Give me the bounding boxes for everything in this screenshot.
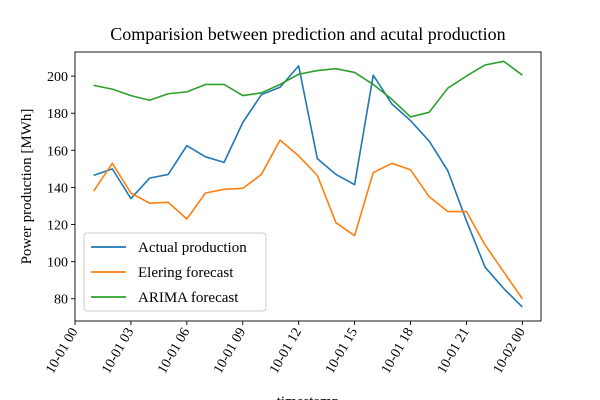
x-axis: 10-01 00 10-01 03 10-01 06 10-01 09 10-01 12… [43,321,529,377]
x-tick-label-7: 10-01 21 [435,326,473,377]
series-line-2 [93,60,523,118]
x-tick-label-0: 10-01 00 [43,326,81,377]
y-tick-label-5: 180 [47,107,68,122]
legend-label-1: Elering forecast [138,265,234,281]
y-axis-label: Power production [MWh] [19,109,35,265]
y-tick-label-4: 160 [47,144,68,159]
legend-box [83,232,267,312]
x-tick-label-5: 10-01 15 [323,326,361,377]
x-tick-label-4: 10-01 12 [267,326,305,377]
x-tick-label-6: 10-01 18 [379,326,417,377]
y-tick-label-0: 80 [54,293,68,308]
plot-frame [74,51,542,322]
x-tick-label-3: 10-01 09 [211,326,249,377]
y-tick-label-2: 120 [47,219,68,234]
x-tick-label-8: 10-02 00 [491,326,529,377]
y-tick-label-1: 100 [47,256,68,271]
y-tick-label-6: 200 [47,70,68,85]
series-line-1 [92,139,524,300]
y-tick-label-3: 140 [47,181,68,196]
legend-label-0: Actual production [138,240,247,256]
y-axis: 80 100 120 140 160 180 200 [47,70,75,308]
x-tick-label-1: 10-01 03 [99,326,137,377]
series-lines [92,60,524,308]
series-line-0 [93,65,523,308]
legend-label-2: ARIMA forecast [138,290,239,306]
x-axis-label: timestamp [277,394,340,400]
legend: Actual production Elering forecast ARIMA f… [83,232,267,312]
x-tick-label-2: 10-01 06 [155,326,193,377]
chart-title: Comparision between prediction and acuta… [110,24,505,44]
